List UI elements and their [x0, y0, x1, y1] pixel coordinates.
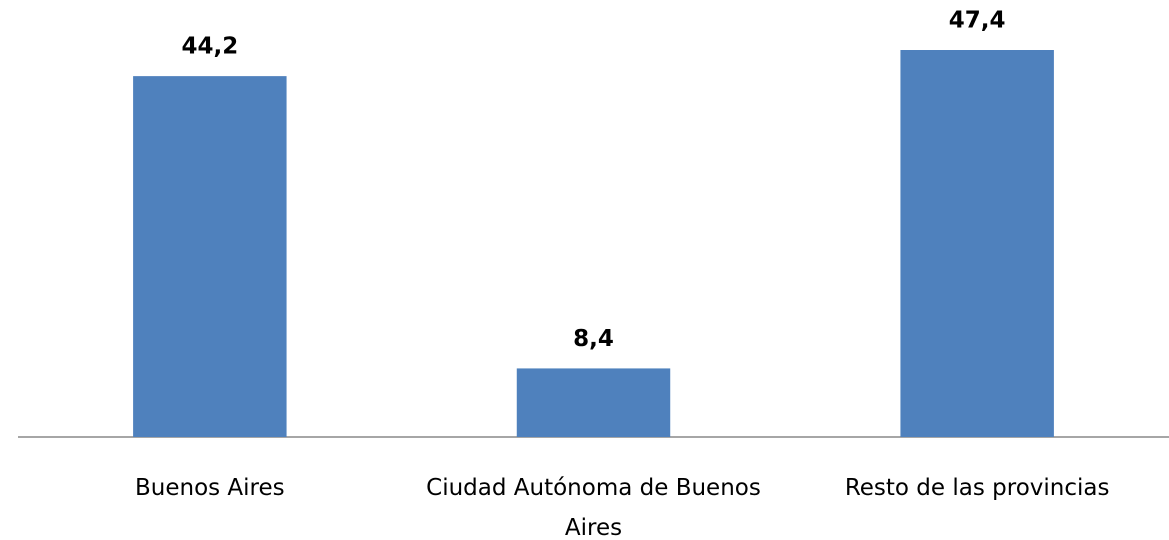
- data-label: 47,4: [949, 8, 1006, 34]
- bar: [516, 368, 671, 437]
- x-tick-label: Resto de las provincias: [844, 475, 1110, 501]
- x-tick-label: Ciudad Autónoma de Buenos Aires: [426, 475, 761, 540]
- data-label: 8,4: [573, 326, 614, 352]
- bar: [900, 50, 1054, 437]
- x-tick-label: Buenos Aires: [134, 475, 285, 501]
- bar: [133, 76, 287, 437]
- data-label: 44,2: [181, 34, 238, 60]
